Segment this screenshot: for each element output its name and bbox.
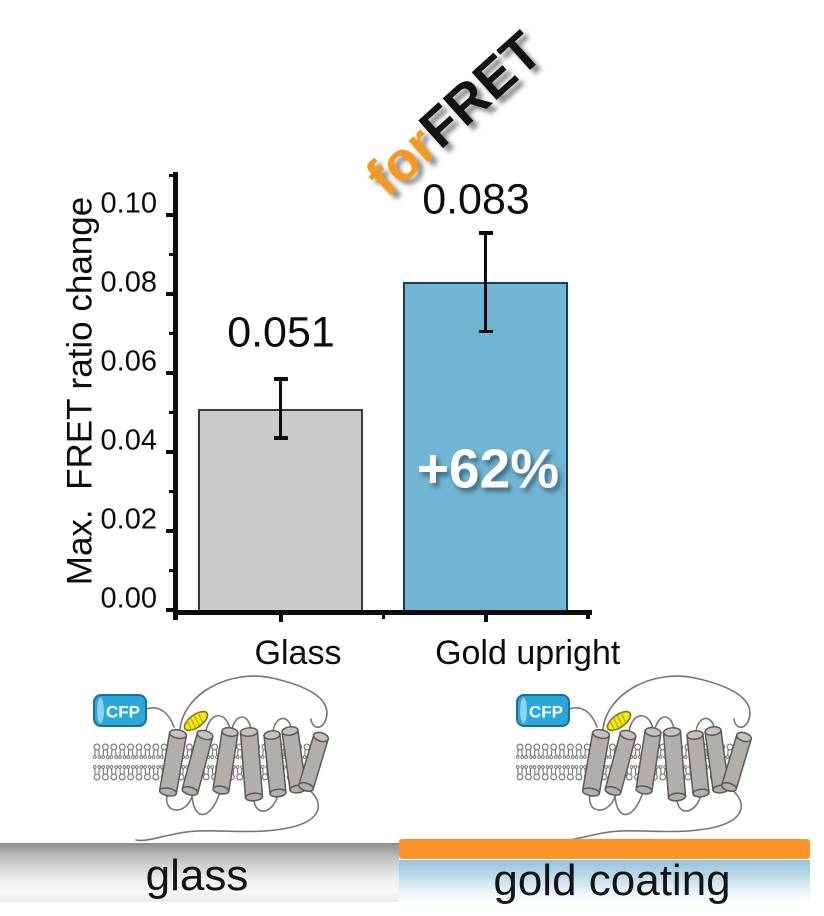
y-axis-line — [173, 172, 178, 620]
y-tick-major — [165, 292, 173, 296]
y-tick-minor — [168, 490, 173, 493]
bar-glass — [198, 408, 363, 613]
tm-helix — [181, 729, 214, 796]
tm-helix — [239, 727, 264, 802]
fluorophore-cfp: CFP — [93, 694, 147, 727]
y-tick-minor — [168, 253, 173, 256]
y-tick-minor — [168, 411, 173, 414]
ligand — [183, 710, 209, 732]
x-axis-line — [173, 610, 592, 615]
substrate-banner-glass-label: glass — [145, 851, 249, 900]
category-label: Gold upright — [435, 634, 621, 672]
tm-helix — [158, 728, 188, 797]
y-tick-minor — [168, 174, 173, 177]
y-tick-major — [165, 450, 173, 454]
y-tick-label: 0.04 — [100, 424, 157, 457]
tm-helix — [212, 726, 239, 795]
y-tick-label: 0.10 — [100, 187, 157, 220]
x-tick-major — [278, 614, 283, 623]
error-bar-cap-top — [273, 377, 288, 381]
gold-coating-stripe — [399, 839, 810, 859]
membrane-receptor-cartoon-glass: CFP — [92, 675, 330, 842]
error-bar-cap-bottom — [478, 329, 493, 334]
x-tick-minor — [381, 614, 386, 620]
fluorophore-label: CFP — [106, 703, 140, 722]
y-tick-label: 0.00 — [100, 582, 157, 615]
y-tick-label: 0.06 — [100, 345, 157, 378]
x-tick-minor — [586, 614, 590, 620]
error-bar-line — [278, 378, 283, 439]
y-tick-label: 0.08 — [100, 266, 157, 299]
tm-helix — [263, 729, 287, 798]
y-tick-minor — [168, 332, 173, 335]
substrate-banner-gold-label: gold coating — [493, 856, 731, 905]
value-label: 0.051 — [227, 308, 335, 357]
protein-loops — [135, 675, 328, 842]
membrane-receptor-cartoon-copy — [515, 675, 754, 842]
y-tick-major — [165, 529, 173, 533]
value-label: 0.083 — [422, 175, 530, 224]
y-tick-major — [165, 371, 173, 375]
substrate-banner-gold — [399, 860, 810, 903]
error-bar-cap-bottom — [273, 436, 288, 440]
error-bar-line — [483, 232, 488, 332]
category-label: Glass — [254, 634, 342, 672]
error-bar-cap-top — [478, 231, 493, 235]
tm-helix — [297, 731, 330, 792]
increase-annotation: +62% — [416, 437, 560, 500]
tm-helices — [158, 725, 330, 802]
x-tick-major — [483, 614, 488, 623]
y-tick-major — [165, 608, 173, 612]
membrane-receptor-cartoon-gold — [515, 675, 754, 842]
y-tick-major — [165, 213, 173, 217]
substrate-banner-glass — [0, 843, 399, 902]
y-tick-minor — [168, 569, 173, 572]
y-tick-label: 0.02 — [100, 503, 157, 536]
bar-gold-upright — [403, 282, 568, 613]
